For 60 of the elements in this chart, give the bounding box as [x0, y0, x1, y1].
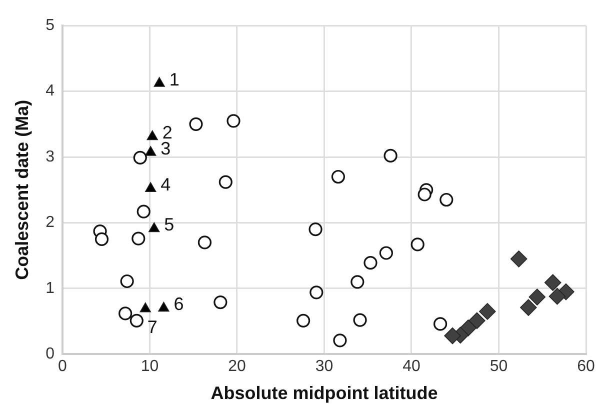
- x-tick-label: 30: [315, 358, 334, 376]
- y-tick-label: 3: [46, 148, 55, 166]
- y-tick-label: 2: [46, 214, 55, 232]
- y-axis-title: Coalescent date (Ma): [12, 100, 32, 280]
- point: [333, 334, 347, 348]
- point: [308, 222, 322, 236]
- y-tick-label: 1: [46, 280, 55, 297]
- y-tick-label: 4: [46, 82, 55, 100]
- point: [226, 114, 240, 128]
- x-tick-label: 60: [577, 358, 595, 376]
- y-tick-label: 0: [46, 346, 55, 363]
- point: [145, 182, 156, 192]
- point: [331, 170, 346, 184]
- point: [440, 192, 454, 207]
- point: [350, 275, 364, 289]
- point: [148, 222, 160, 232]
- x-tick-label: 20: [228, 358, 246, 376]
- x-tick-label: 50: [490, 358, 508, 376]
- point: [528, 288, 546, 306]
- point: [94, 232, 109, 246]
- point: [433, 317, 448, 331]
- point: [520, 299, 537, 316]
- annotation: 5: [164, 214, 174, 235]
- point: [544, 274, 562, 291]
- point: [444, 327, 461, 344]
- point: [410, 238, 424, 252]
- point: [189, 117, 203, 131]
- point: [510, 250, 528, 268]
- point: [136, 204, 150, 218]
- point: [468, 312, 486, 330]
- x-tick-label: 40: [402, 358, 420, 376]
- x-tick-label: 0: [58, 358, 68, 376]
- annotation: 4: [160, 174, 171, 195]
- point: [379, 246, 393, 260]
- point: [218, 175, 232, 189]
- x-tick-label: 10: [140, 358, 159, 376]
- point: [132, 232, 146, 246]
- point: [548, 288, 566, 305]
- point: [364, 256, 378, 270]
- annotation: 1: [169, 69, 180, 90]
- annotation: 7: [147, 316, 158, 337]
- point: [353, 313, 367, 327]
- point: [479, 303, 496, 320]
- point: [310, 286, 324, 300]
- point: [214, 295, 228, 310]
- y-tick-label: 5: [46, 17, 55, 34]
- point: [146, 130, 158, 140]
- point: [418, 188, 432, 202]
- x-axis-title: Absolute midpoint latitude: [210, 383, 438, 404]
- point: [120, 274, 134, 288]
- point: [133, 150, 147, 164]
- annotation: 6: [174, 294, 184, 314]
- point: [130, 314, 144, 328]
- point: [198, 236, 212, 250]
- point: [118, 306, 132, 320]
- point: [158, 302, 170, 312]
- point: [145, 146, 156, 156]
- point: [296, 314, 310, 328]
- point: [154, 77, 165, 87]
- point: [384, 148, 398, 163]
